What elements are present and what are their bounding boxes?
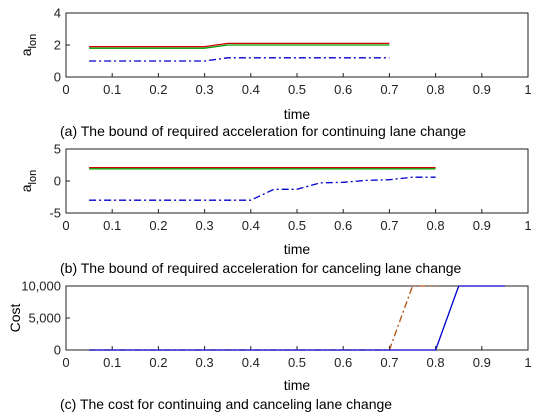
- plot-area-c: [66, 286, 528, 350]
- x-tick-label-a: 0.7: [380, 82, 398, 97]
- x-tick-label-c: 0.1: [103, 355, 121, 370]
- x-tick-label-c: 0.8: [427, 355, 445, 370]
- x-tick-label-c: 0.3: [196, 355, 214, 370]
- x-tick-label-a: 0.1: [103, 82, 121, 97]
- caption-c: (c) The cost for continuing and cancelin…: [60, 396, 392, 412]
- x-tick-label-a: 0.3: [196, 82, 214, 97]
- x-tick-label-b: 0.9: [473, 218, 491, 233]
- caption-a: (a) The bound of required acceleration f…: [60, 123, 466, 139]
- y-tick-label-b: 5: [54, 142, 61, 157]
- plot-area-b: [66, 149, 528, 213]
- x-tick-label-c: 0.5: [288, 355, 306, 370]
- y-axis-label-a: alon: [18, 34, 39, 56]
- x-axis-label-b: time: [284, 241, 311, 257]
- x-tick-label-b: 0.7: [380, 218, 398, 233]
- y-tick-label-a: 2: [54, 38, 61, 53]
- x-tick-label-b: 0.8: [427, 218, 445, 233]
- x-tick-label-b: 0: [62, 218, 69, 233]
- x-tick-label-a: 0.6: [334, 82, 352, 97]
- x-tick-label-b: 0.3: [196, 218, 214, 233]
- y-tick-label-c: 0: [54, 343, 61, 358]
- x-tick-label-b: 0.2: [149, 218, 167, 233]
- x-tick-label-b: 0.4: [242, 218, 260, 233]
- x-axis-label-a: time: [284, 106, 311, 122]
- x-tick-label-a: 0: [62, 82, 69, 97]
- x-tick-label-a: 0.8: [427, 82, 445, 97]
- x-tick-label-a: 0.9: [473, 82, 491, 97]
- x-tick-label-c: 0: [62, 355, 69, 370]
- x-tick-label-c: 0.2: [149, 355, 167, 370]
- x-tick-label-c: 0.4: [242, 355, 260, 370]
- x-axis-label-c: time: [284, 377, 311, 393]
- x-tick-label-a: 0.4: [242, 82, 260, 97]
- y-axis-label-b: alon: [18, 170, 39, 192]
- x-tick-label-c: 0.6: [334, 355, 352, 370]
- x-tick-label-c: 0.7: [380, 355, 398, 370]
- x-tick-label-c: 1: [524, 355, 531, 370]
- x-tick-label-b: 1: [524, 218, 531, 233]
- y-tick-label-c: 5,000: [28, 311, 61, 326]
- x-tick-label-b: 0.1: [103, 218, 121, 233]
- x-tick-label-a: 0.5: [288, 82, 306, 97]
- caption-b: (b) The bound of required acceleration f…: [60, 260, 462, 276]
- x-tick-label-a: 1: [524, 82, 531, 97]
- subplot-a: (a) The bound of required acceleration f…: [18, 6, 532, 140]
- x-tick-label-a: 0.2: [149, 82, 167, 97]
- subplot-c: (c) The cost for continuing and cancelin…: [7, 279, 532, 413]
- y-tick-label-a: 0: [54, 70, 61, 85]
- x-tick-label-b: 0.6: [334, 218, 352, 233]
- subplot-b: (b) The bound of required acceleration f…: [18, 142, 532, 277]
- x-tick-label-b: 0.5: [288, 218, 306, 233]
- y-tick-label-b: 0: [54, 174, 61, 189]
- y-tick-label-c: 10,000: [21, 279, 61, 294]
- y-tick-label-b: -5: [49, 206, 61, 221]
- y-tick-label-a: 4: [54, 6, 61, 21]
- x-tick-label-c: 0.9: [473, 355, 491, 370]
- y-axis-label-c: Cost: [7, 304, 23, 333]
